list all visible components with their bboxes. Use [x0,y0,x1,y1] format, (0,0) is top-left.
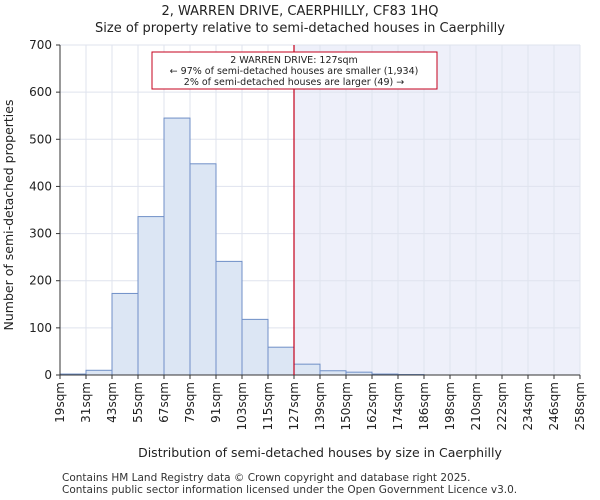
chart-subtitle: Size of property relative to semi-detach… [95,21,505,36]
y-tick-label: 300 [29,227,52,241]
x-tick-label: 31sqm [79,382,93,423]
y-tick-label: 700 [29,38,52,52]
bar [215,260,243,376]
x-tick-label: 127sqm [287,382,301,430]
x-tick-label: 210sqm [469,382,483,430]
property-annotation: 2 WARREN DRIVE: 127sqm ← 97% of semi-det… [151,51,438,90]
x-tick-label: 139sqm [313,382,327,430]
x-tick-label: 67sqm [157,382,171,423]
x-tick-label: 19sqm [53,382,67,423]
y-tick-label: 500 [29,132,52,146]
x-tick-label: 43sqm [105,382,119,423]
x-tick-label: 174sqm [391,382,405,430]
bar [319,370,347,376]
x-tick-label: 222sqm [495,382,509,430]
bar [267,346,295,376]
x-tick-label: 103sqm [235,382,249,430]
annotation-line-2: ← 97% of semi-detached houses are smalle… [170,66,419,77]
footer-line-2: Contains public sector information licen… [62,484,518,496]
x-tick-label: 55sqm [131,382,145,423]
bar [241,318,269,376]
bar [137,216,165,376]
bar [189,163,217,376]
y-tick-label: 100 [29,321,52,335]
footer-line-1: Contains HM Land Registry data © Crown c… [62,472,471,484]
y-tick-label: 600 [29,85,52,99]
larger-properties-region [294,45,580,375]
x-tick-label: 186sqm [417,382,431,430]
x-tick-label: 246sqm [547,382,561,430]
bar [85,369,113,376]
annotation-line-1: 2 WARREN DRIVE: 127sqm [230,55,358,66]
x-tick-label: 79sqm [183,382,197,423]
chart-title: 2, WARREN DRIVE, CAERPHILLY, CF83 1HQ [161,4,439,19]
y-tick-label: 400 [29,179,52,193]
x-tick-label: 198sqm [443,382,457,430]
y-tick-label: 200 [29,274,52,288]
x-tick-label: 115sqm [261,382,275,430]
x-axis-label: Distribution of semi-detached houses by … [138,445,502,460]
bar [293,363,321,376]
annotation-line-3: 2% of semi-detached houses are larger (4… [184,77,404,88]
x-tick-label: 91sqm [209,382,223,423]
y-axis-label: Number of semi-detached properties [1,100,16,331]
annotation-box [151,51,438,90]
x-tick-label: 258sqm [573,382,587,430]
bar [163,117,191,376]
y-tick-label: 0 [44,368,52,382]
bar [111,292,139,376]
x-tick-label: 150sqm [339,382,353,430]
x-tick-label: 234sqm [521,382,535,430]
x-tick-label: 162sqm [365,382,379,430]
